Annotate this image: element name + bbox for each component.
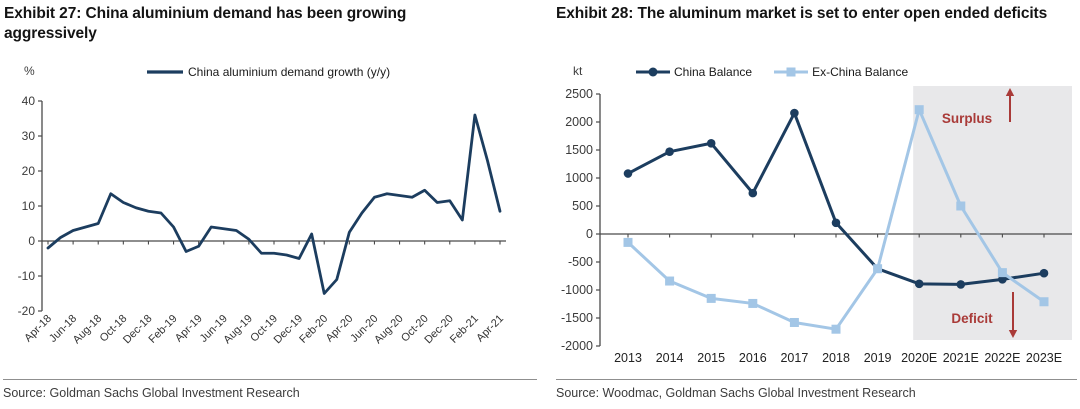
exhibit-28-legend: China Balance Ex-China Balance [636,65,930,79]
svg-text:20: 20 [22,164,36,178]
svg-text:2017: 2017 [780,351,808,365]
legend-label: Ex-China Balance [812,65,909,79]
svg-text:2020E: 2020E [901,351,937,365]
exhibit-28-source: Source: Woodmac, Goldman Sachs Global In… [556,386,916,400]
line-square-swatch-icon [774,66,809,78]
series-ex-china-balance [623,105,1049,334]
svg-text:Feb-20: Feb-20 [297,313,330,346]
svg-text:Aug-18: Aug-18 [71,313,105,347]
series-china-aluminium-demand-growth-y-y- [46,113,502,295]
series-china-balance [623,108,1049,289]
legend-entry-china-balance: China Balance [636,65,752,79]
svg-text:500: 500 [572,199,593,213]
svg-text:2014: 2014 [656,351,684,365]
exhibit-28-panel: 2500 2000 1500 1000 500 0 -500 -1000 -1500 -2000 2… [540,0,1080,409]
svg-text:2000: 2000 [565,115,593,129]
svg-text:-10: -10 [18,269,36,283]
exhibit-28-title: Exhibit 28: The aluminum market is set t… [556,5,1048,22]
legend-label: China aluminium demand growth (y/y) [188,65,391,79]
svg-text:-500: -500 [568,255,593,269]
line-circle-swatch-icon [636,66,670,78]
svg-text:2022E: 2022E [984,351,1020,365]
svg-text:-1500: -1500 [561,311,593,325]
svg-text:Feb-19: Feb-19 [147,313,180,346]
svg-text:0: 0 [586,227,593,241]
y-axis-unit-percent: % [24,64,35,78]
svg-text:-20: -20 [18,304,36,318]
exhibit-27-legend: China aluminium demand growth (y/y) [146,65,412,79]
svg-text:2021E: 2021E [943,351,979,365]
svg-text:2018: 2018 [822,351,850,365]
svg-text:2019: 2019 [864,351,892,365]
svg-text:0: 0 [28,234,35,248]
y-axis-unit-kt: kt [573,64,583,78]
svg-text:Apr-21: Apr-21 [474,313,506,345]
exhibit-27-source: Source: Goldman Sachs Global Investment … [3,386,300,400]
svg-text:-2000: -2000 [561,339,593,353]
svg-text:10: 10 [22,199,36,213]
svg-text:2500: 2500 [565,87,593,101]
exhibit-27-chart: 40 30 20 10 0 -10 -20Apr-18Jun-18Aug-18Oct-18D… [18,94,506,347]
annotation-surplus: Surplus [942,88,1015,126]
legend-label: China Balance [674,65,753,79]
exhibit-27-title: Exhibit 27: China aluminium demand has b… [4,5,407,43]
divider [3,379,537,380]
exhibit-27-panel: 40 30 20 10 0 -10 -20 Apr-18 Jun-18 Aug-18 Oct-18 D… [3,5,537,400]
svg-text:1000: 1000 [565,171,593,185]
svg-text:40: 40 [22,94,36,108]
svg-text:30: 30 [22,129,36,143]
svg-text:2023E: 2023E [1026,351,1062,365]
svg-text:2016: 2016 [739,351,767,365]
axes: 40 30 20 10 0 -10 -20 [18,94,506,318]
exhibit-28-chart: 25002000150010005000-500-1000-1500-20002… [561,86,1072,365]
svg-text:Surplus: Surplus [942,111,992,126]
x-axis-labels: Apr-18Jun-18Aug-18Oct-18Dec-18Feb-19Apr-… [22,313,506,347]
svg-text:2013: 2013 [614,351,642,365]
annotation-deficit: Deficit [951,292,1018,338]
line-swatch-icon [146,66,184,78]
divider [556,379,1077,380]
legend-entry: China aluminium demand growth (y/y) [146,65,390,79]
axes: 2500 2000 1500 1000 500 0 -500 -1000 -1500 -2000 [561,87,1072,353]
svg-text:-1000: -1000 [561,283,593,297]
legend-entry-ex-china-balance: Ex-China Balance [774,65,908,79]
svg-text:Deficit: Deficit [951,311,993,326]
svg-text:1500: 1500 [565,143,593,157]
svg-text:Aug-19: Aug-19 [221,313,255,347]
svg-text:2015: 2015 [697,351,725,365]
svg-text:Feb-21: Feb-21 [448,313,481,346]
svg-text:Aug-20: Aug-20 [372,313,406,347]
x-axis-labels: 2013 2014 2015 2016 2017 2018 2019 2020E 2021E 20… [614,351,1062,365]
